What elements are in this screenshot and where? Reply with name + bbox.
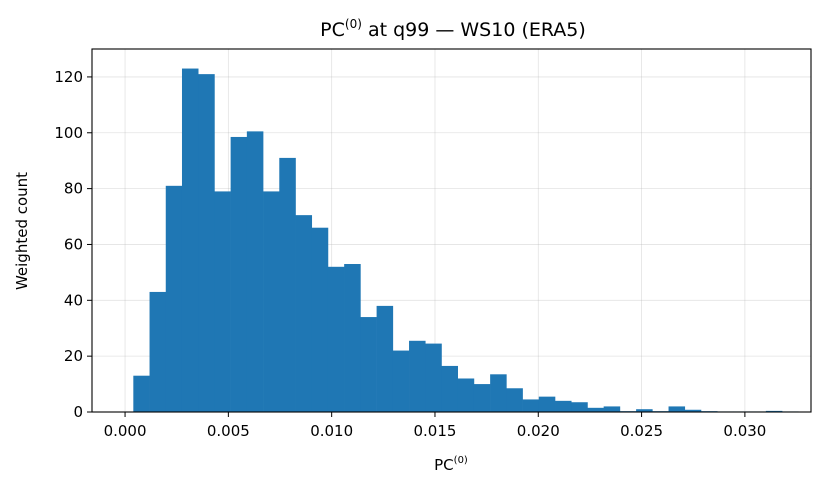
histogram-bar xyxy=(636,409,653,412)
x-axis-label-superscript: (0) xyxy=(454,455,468,466)
histogram-bar xyxy=(327,266,345,412)
histogram-bar xyxy=(295,215,313,412)
histogram-bar xyxy=(133,375,150,412)
histogram-bar xyxy=(246,131,264,412)
histogram-bar xyxy=(684,409,702,412)
histogram-bar xyxy=(555,400,572,412)
histogram-bar xyxy=(425,343,442,412)
plot-frame xyxy=(91,48,812,413)
bars-layer xyxy=(133,68,799,413)
y-tick-label: 100 xyxy=(54,124,83,142)
histogram-bar xyxy=(149,291,167,412)
chart-title-base: PC xyxy=(320,19,345,41)
y-axis-label: Weighted count xyxy=(13,172,31,290)
histogram-bar xyxy=(344,264,361,412)
histogram-bar xyxy=(441,365,458,412)
x-tick-label: 0.015 xyxy=(413,422,456,440)
histogram-bar xyxy=(214,191,231,412)
chart-title: PC(0) at q99 — WS10 (ERA5) xyxy=(320,17,586,41)
chart-title-superscript: (0) xyxy=(345,17,362,31)
histogram-bar xyxy=(522,399,540,412)
histogram-bar xyxy=(165,185,183,412)
histogram-bar xyxy=(376,305,394,412)
histogram-bar xyxy=(490,374,507,412)
histogram-bar xyxy=(765,410,783,412)
histogram-bar xyxy=(263,191,280,412)
y-tick-label: 80 xyxy=(64,180,83,198)
histogram-bar xyxy=(392,350,410,412)
histogram-bar xyxy=(409,340,426,412)
x-tick-label: 0.005 xyxy=(207,422,250,440)
y-axis-ticks: 0 20 40 60 80 100 120 xyxy=(54,68,92,421)
histogram-bar xyxy=(571,402,588,412)
histogram-bar xyxy=(473,384,491,412)
histogram-bar xyxy=(311,227,329,412)
x-axis-ticks: 0.000 0.005 0.010 0.015 0.020 0.025 0.030 xyxy=(104,412,766,440)
histogram-bar xyxy=(457,378,475,412)
chart-title-rest: at q99 — WS10 (ERA5) xyxy=(362,19,586,41)
histogram-bar xyxy=(603,406,621,412)
histogram-bar xyxy=(360,317,377,412)
x-tick-label: 0.030 xyxy=(723,422,766,440)
histogram-bar xyxy=(668,406,686,412)
histogram-bar xyxy=(587,407,604,412)
x-axis-label: PC(0) xyxy=(434,455,468,474)
x-tick-label: 0.025 xyxy=(620,422,663,440)
histogram-bar xyxy=(538,396,556,412)
histogram-bar xyxy=(181,68,199,413)
y-tick-label: 40 xyxy=(64,291,83,309)
x-axis-label-base: PC xyxy=(434,456,454,474)
x-tick-label: 0.000 xyxy=(104,422,147,440)
histogram-bar xyxy=(230,136,248,412)
histogram-bar xyxy=(279,157,296,412)
y-tick-label: 120 xyxy=(54,68,83,86)
x-tick-label: 0.020 xyxy=(517,422,560,440)
y-tick-label: 0 xyxy=(73,403,83,421)
y-tick-label: 60 xyxy=(64,235,83,253)
x-tick-label: 0.010 xyxy=(310,422,353,440)
histogram-bar xyxy=(506,388,523,412)
histogram-bar xyxy=(198,74,215,412)
y-tick-label: 20 xyxy=(64,347,83,365)
